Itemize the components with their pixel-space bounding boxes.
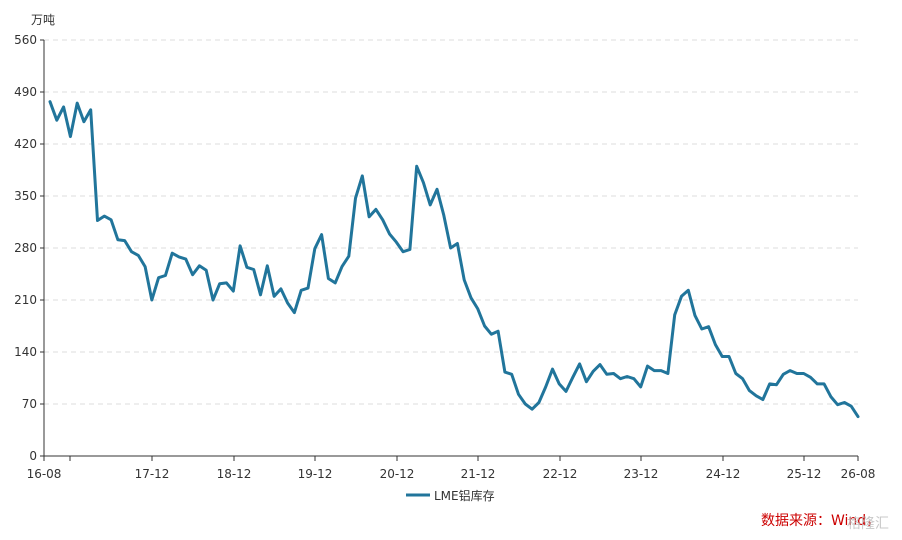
- x-tick-label: 22-12: [543, 467, 578, 481]
- x-tick-label: 18-12: [217, 467, 252, 481]
- legend-label: LME铝库存: [434, 488, 495, 503]
- y-tick-label: 280: [14, 241, 37, 255]
- y-tick-label: 0: [29, 449, 37, 463]
- series-line-lme-aluminum-stock[interactable]: [48, 100, 860, 419]
- series-layer: [48, 100, 860, 419]
- x-tick-label: 24-12: [706, 467, 741, 481]
- x-tick-label: 16-08: [27, 467, 62, 481]
- source-note: 数据来源：Wind，: [761, 513, 880, 529]
- axes: 0 70 140 210 280 350 420 490 560 16-08 17-12 18-12 1…: [14, 33, 875, 481]
- x-tick-label: 21-12: [461, 467, 496, 481]
- y-tick-label: 140: [14, 345, 37, 359]
- x-tick-label: 17-12: [135, 467, 170, 481]
- x-tick-label: 19-12: [298, 467, 333, 481]
- y-tick-label: 210: [14, 293, 37, 307]
- y-tick-label: 70: [22, 397, 37, 411]
- x-tick-label: 23-12: [624, 467, 659, 481]
- x-tick-label: 25-12: [787, 467, 822, 481]
- y-tick-label: 490: [14, 85, 37, 99]
- x-tick-label: 26-08: [841, 467, 876, 481]
- watermark-text: 格隆汇: [847, 516, 889, 532]
- x-tick-label: 20-12: [380, 467, 415, 481]
- grid-lines: [44, 39, 858, 405]
- legend[interactable]: LME铝库存: [406, 488, 495, 503]
- y-tick-label: 350: [14, 189, 37, 203]
- y-tick-label: 420: [14, 137, 37, 151]
- y-axis-unit: 万吨: [31, 13, 55, 27]
- y-tick-label: 560: [14, 33, 37, 47]
